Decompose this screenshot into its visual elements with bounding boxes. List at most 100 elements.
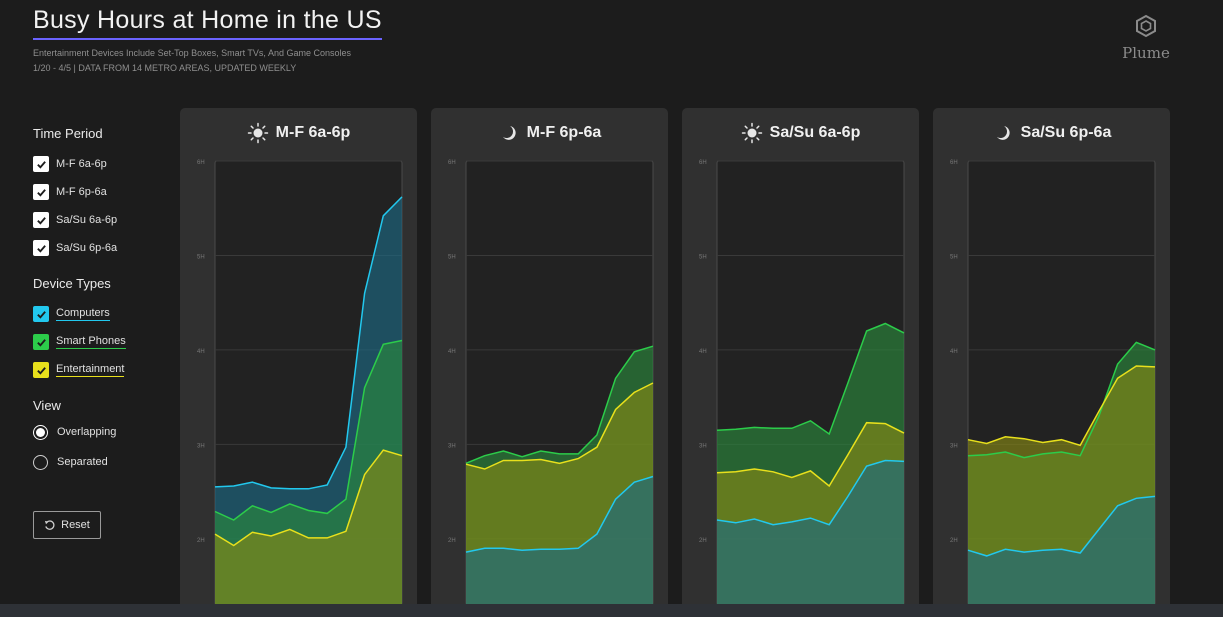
moon-icon	[992, 122, 1014, 144]
series-area	[968, 496, 1155, 617]
y-tick-label: 3H	[448, 443, 456, 449]
sun-icon	[247, 122, 269, 144]
filter-checkbox-row[interactable]: Computers	[33, 300, 163, 328]
sun-icon	[741, 122, 763, 144]
y-tick-label: 5H	[197, 254, 205, 260]
device-types-heading: Device Types	[33, 276, 111, 291]
view-radio-row[interactable]: Separated	[33, 447, 163, 477]
y-tick-label: 6H	[448, 160, 456, 166]
chart-plot-weekend-night: 2H 3H 4H 5H 6H	[950, 160, 1156, 617]
series-line	[967, 495, 1156, 557]
view-radio-row[interactable]: Overlapping	[33, 417, 163, 447]
moon-icon	[498, 122, 520, 144]
y-tick-label: 5H	[448, 254, 456, 260]
y-tick-label: 3H	[699, 443, 707, 449]
checkbox-label: Computers	[56, 307, 110, 321]
reset-button[interactable]: Reset	[33, 511, 101, 539]
chart-title-text: Sa/Su 6p-6a	[1020, 124, 1112, 141]
series-line	[214, 196, 403, 490]
y-tick-label: 2H	[699, 538, 707, 544]
checkbox-label: Entertainment	[56, 363, 125, 377]
filter-checkbox-row[interactable]: M-F 6p-6a	[33, 178, 163, 206]
filter-checkbox-row[interactable]: M-F 6a-6p	[33, 150, 163, 178]
series-line	[214, 449, 403, 547]
checkbox[interactable]	[33, 362, 49, 378]
plume-logo-icon	[1136, 14, 1156, 38]
series-line	[716, 421, 905, 488]
checkbox[interactable]	[33, 156, 49, 172]
time-period-heading: Time Period	[33, 126, 103, 141]
y-tick-label: 4H	[197, 349, 205, 355]
view-options: Overlapping Separated	[33, 417, 163, 477]
radio-label: Overlapping	[57, 426, 117, 438]
y-tick-label: 2H	[197, 538, 205, 544]
y-tick-label: 4H	[950, 349, 958, 355]
chart-panel-weekend-night: 2H 3H 4H 5H 6H Sa/Su 6p-6a	[933, 108, 1170, 617]
y-tick-label: 3H	[197, 443, 205, 449]
checkbox[interactable]	[33, 212, 49, 228]
brand-name: Plume	[1122, 44, 1170, 62]
radio-button[interactable]	[33, 454, 48, 470]
brand-logo[interactable]: Plume	[1120, 14, 1172, 62]
y-tick-label: 6H	[950, 160, 958, 166]
header: Busy Hours at Home in the US Entertainme…	[33, 6, 382, 73]
time-period-list: M-F 6a-6p M-F 6p-6a Sa/Su 6a-6p Sa/Su 6p-6a	[33, 150, 163, 262]
series-area	[466, 476, 653, 617]
filter-checkbox-row[interactable]: Sa/Su 6a-6p	[33, 206, 163, 234]
chart-title-text: M-F 6a-6p	[275, 124, 351, 141]
chart-panel-weekend-day: 2H 3H 4H 5H 6H Sa/Su 6a-6p	[682, 108, 919, 617]
y-tick-label: 6H	[699, 160, 707, 166]
checkbox-label: M-F 6p-6a	[56, 186, 107, 198]
reset-arrow-icon	[45, 519, 55, 530]
chart-title: Sa/Su 6a-6p	[682, 122, 919, 144]
y-tick-label: 2H	[950, 538, 958, 544]
series-line	[465, 345, 654, 464]
series-line	[716, 322, 905, 436]
y-tick-label: 2H	[448, 538, 456, 544]
filter-sidebar: Time Period M-F 6a-6p M-F 6p-6a Sa/Su 6a-6…	[33, 126, 163, 539]
checkbox-label: M-F 6a-6p	[56, 158, 107, 170]
y-tick-label: 5H	[950, 254, 958, 260]
checkbox[interactable]	[33, 306, 49, 322]
checkbox[interactable]	[33, 240, 49, 256]
series-line	[465, 382, 654, 470]
filter-checkbox-row[interactable]: Entertainment	[33, 356, 163, 384]
chart-plot-weekday-day: 2H 3H 4H 5H 6H	[197, 160, 403, 617]
series-line	[967, 365, 1156, 447]
series-line	[465, 475, 654, 553]
checkbox-label: Smart Phones	[56, 335, 126, 349]
y-tick-label: 6H	[197, 160, 205, 166]
y-tick-label: 5H	[699, 254, 707, 260]
y-tick-label: 4H	[699, 349, 707, 355]
reset-label: Reset	[61, 519, 90, 531]
device-type-list: Computers Smart Phones Entertainment	[33, 300, 163, 384]
radio-label: Separated	[57, 456, 108, 468]
checkbox[interactable]	[33, 184, 49, 200]
series-area	[215, 450, 402, 617]
chart-panel-weekday-night: 2H 3H 4H 5H 6H M-F 6p-6a	[431, 108, 668, 617]
os-taskbar	[0, 604, 1223, 617]
chart-plot-weekday-night: 2H 3H 4H 5H 6H	[448, 160, 654, 617]
y-tick-label: 3H	[950, 443, 958, 449]
checkbox[interactable]	[33, 334, 49, 350]
radio-selected-dot	[36, 427, 45, 437]
radio-button[interactable]	[33, 424, 48, 440]
chart-title: M-F 6a-6p	[180, 122, 417, 144]
chart-title: Sa/Su 6p-6a	[933, 122, 1170, 144]
y-tick-label: 4H	[448, 349, 456, 355]
chart-title-text: M-F 6p-6a	[526, 124, 602, 141]
series-line	[967, 341, 1156, 459]
filter-checkbox-row[interactable]: Smart Phones	[33, 328, 163, 356]
view-heading: View	[33, 398, 61, 413]
chart-title-text: Sa/Su 6a-6p	[769, 124, 861, 141]
series-line	[214, 339, 403, 521]
chart-plot-weekend-day: 2H 3H 4H 5H 6H	[699, 160, 905, 617]
page-title: Busy Hours at Home in the US	[33, 6, 382, 40]
page-subtitle: Entertainment Devices Include Set-Top Bo…	[33, 48, 351, 58]
checkbox-label: Sa/Su 6p-6a	[56, 242, 118, 254]
series-area	[717, 460, 904, 617]
date-range-note: 1/20 - 4/5 | DATA FROM 14 METRO AREAS, U…	[33, 63, 297, 73]
chart-title: M-F 6p-6a	[431, 122, 668, 144]
filter-checkbox-row[interactable]: Sa/Su 6p-6a	[33, 234, 163, 262]
chart-panel-weekday-day: 2H 3H 4H 5H 6H M-F 6a-6p	[180, 108, 417, 617]
